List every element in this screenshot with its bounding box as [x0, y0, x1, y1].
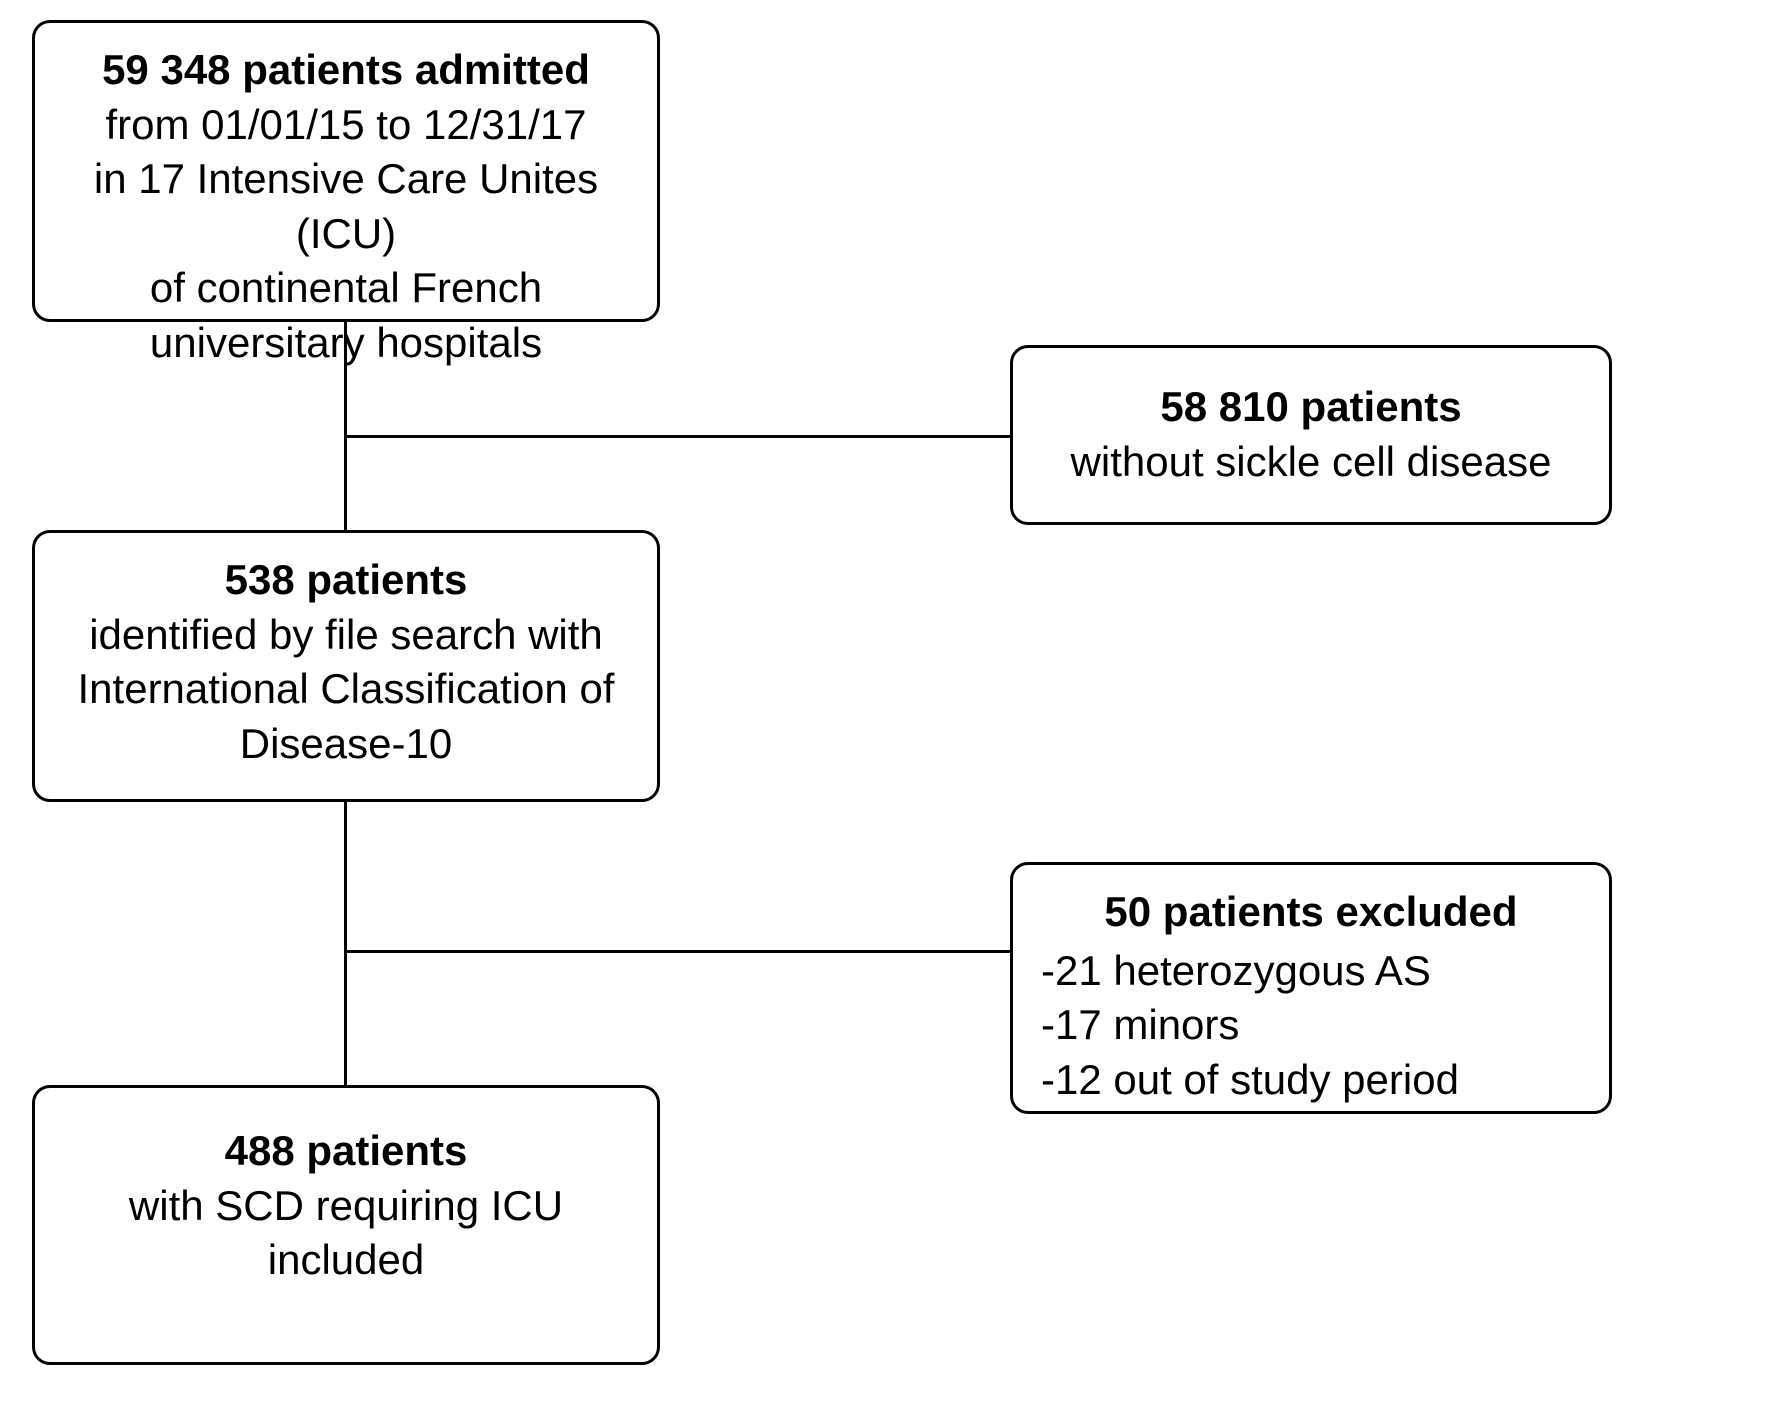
connector-h2 [344, 950, 1010, 953]
node-included: 488 patients with SCD requiring ICU incl… [32, 1085, 660, 1365]
node-admitted-line1: from 01/01/15 to 12/31/17 [105, 101, 586, 148]
node-admitted-line2: in 17 Intensive Care Unites (ICU) [94, 155, 598, 257]
node-identified-line1: identified by file search with [89, 611, 603, 658]
node-excluded-title: 50 patients excluded [1104, 888, 1517, 935]
node-included-line2: included [268, 1236, 424, 1283]
node-excluded: 50 patients excluded -21 heterozygous AS… [1010, 862, 1612, 1114]
node-admitted-line3: of continental French [150, 264, 542, 311]
node-admitted: 59 348 patients admitted from 01/01/15 t… [32, 20, 660, 322]
connector-h1 [344, 435, 1010, 438]
node-excluded-line3: -12 out of study period [1041, 1056, 1459, 1103]
node-identified-title: 538 patients [225, 556, 468, 603]
node-identified-line3: Disease-10 [240, 720, 452, 767]
node-identified-line2: International Classification of [78, 665, 615, 712]
node-included-title: 488 patients [225, 1127, 468, 1174]
node-admitted-title: 59 348 patients admitted [102, 46, 590, 93]
node-no-scd: 58 810 patients without sickle cell dise… [1010, 345, 1612, 525]
node-no-scd-title: 58 810 patients [1160, 383, 1461, 430]
connector-v2 [344, 802, 347, 1085]
node-excluded-line2: -17 minors [1041, 1001, 1239, 1048]
flowchart-canvas: 59 348 patients admitted from 01/01/15 t… [0, 0, 1767, 1407]
node-included-line1: with SCD requiring ICU [129, 1182, 563, 1229]
node-identified: 538 patients identified by file search w… [32, 530, 660, 802]
connector-v1 [344, 322, 347, 530]
node-no-scd-line1: without sickle cell disease [1071, 438, 1552, 485]
node-excluded-line1: -21 heterozygous AS [1041, 947, 1431, 994]
